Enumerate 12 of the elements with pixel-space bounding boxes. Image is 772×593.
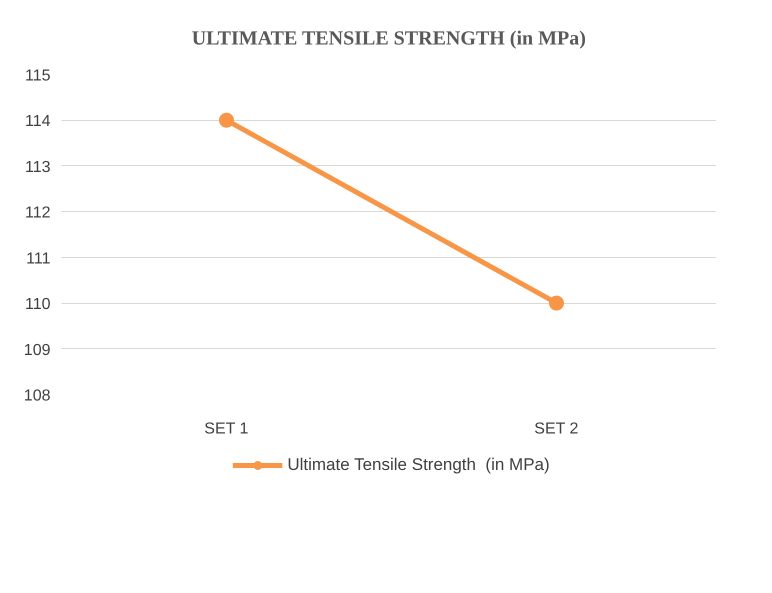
y-tick-label: 112	[24, 204, 51, 222]
y-tick-label: 110	[24, 296, 51, 314]
legend-label: Ultimate Tensile Strength (in MPa)	[287, 455, 550, 475]
y-tick-label: 109	[24, 342, 51, 359]
y-tick-label: 113	[24, 158, 51, 176]
x-tick-label: SET 1	[204, 420, 249, 438]
y-tick-label: 114	[24, 113, 51, 130]
x-tick-label: SET 2	[534, 420, 579, 438]
chart-title: ULTIMATE TENSILE STRENGTH (in MPa)	[192, 28, 586, 50]
y-tick-label: 108	[24, 388, 51, 404]
y-tick-label: 115	[24, 68, 51, 84]
y-tick-label: 111	[26, 250, 51, 268]
